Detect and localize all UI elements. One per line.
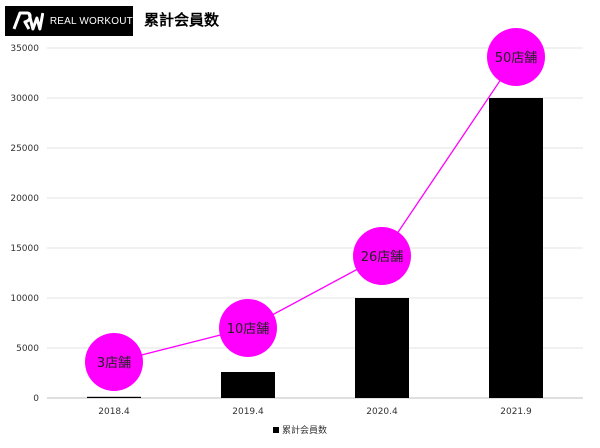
store-count-bubbles: 3店舗 10店舗 26店舗 50店舗 bbox=[85, 28, 545, 391]
y-tick-label: 30000 bbox=[10, 94, 39, 104]
legend: 累計会員数 bbox=[0, 423, 600, 436]
legend-swatch bbox=[272, 426, 279, 433]
store-count-label: 10店舗 bbox=[227, 322, 270, 337]
store-count-bubble bbox=[487, 28, 545, 86]
store-count-bubble bbox=[353, 227, 411, 285]
chart-title: 累計会員数 bbox=[144, 11, 220, 29]
x-tick-label: 2019.4 bbox=[232, 407, 264, 417]
bar bbox=[489, 98, 543, 398]
bar bbox=[355, 298, 409, 398]
y-tick-label: 35000 bbox=[10, 44, 39, 54]
x-tick-label: 2021.9 bbox=[500, 407, 532, 417]
store-count-label: 26店舗 bbox=[361, 250, 404, 265]
x-tick-label: 2020.4 bbox=[366, 407, 398, 417]
rw-logo-icon bbox=[12, 11, 44, 31]
store-count-line bbox=[113, 56, 517, 363]
y-tick-label: 25000 bbox=[10, 144, 39, 154]
y-tick-label: 15000 bbox=[10, 244, 39, 254]
y-tick-label: 20000 bbox=[10, 194, 39, 204]
y-tick-label: 5000 bbox=[16, 344, 39, 354]
legend-label: 累計会員数 bbox=[281, 426, 327, 436]
store-count-label: 50店舗 bbox=[495, 51, 538, 66]
x-tick-label: 2018.4 bbox=[98, 407, 130, 417]
brand-logo: REAL WORKOUT bbox=[5, 6, 133, 36]
brand-name: REAL WORKOUT bbox=[49, 15, 133, 27]
store-count-label: 3店舗 bbox=[97, 356, 131, 371]
bars bbox=[87, 98, 543, 398]
y-tick-label: 0 bbox=[33, 394, 39, 404]
y-axis-tick-labels: 0 5000 10000 15000 20000 25000 30000 35000 bbox=[10, 44, 39, 404]
bar bbox=[87, 396, 141, 398]
store-count-bubble bbox=[219, 299, 277, 357]
bar bbox=[221, 372, 275, 398]
x-axis-tick-labels: 2018.4 2019.4 2020.4 2021.9 bbox=[98, 407, 532, 417]
store-count-line-path bbox=[113, 56, 517, 363]
y-tick-label: 10000 bbox=[10, 294, 39, 304]
store-count-bubble bbox=[85, 333, 143, 391]
